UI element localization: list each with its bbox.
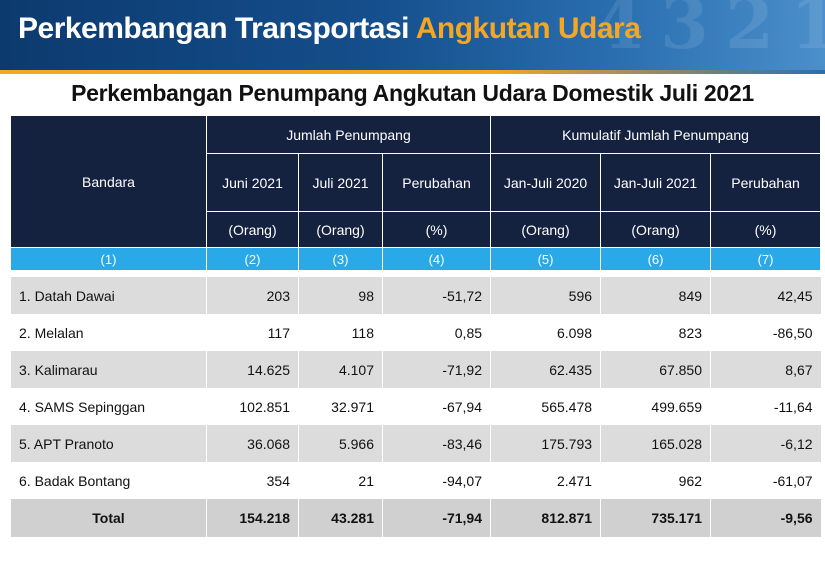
passenger-table: Bandara Jumlah Penumpang Kumulatif Jumla… (9, 115, 822, 537)
cell: -11,64 (710, 388, 821, 425)
airport-name: 4. SAMS Sepinggan (10, 388, 207, 425)
cell: 6.098 (490, 314, 601, 351)
cell: 102.851 (206, 388, 299, 425)
header-unit: (Orang) (490, 211, 602, 248)
header-unit: (Orang) (600, 211, 712, 248)
cell: 118 (298, 314, 383, 351)
header-unit: (Orang) (298, 211, 383, 248)
column-number: (7) (710, 247, 822, 271)
cell: 62.435 (490, 351, 601, 388)
cell: 175.793 (490, 425, 601, 462)
cell: -83,46 (381, 425, 491, 462)
cell: 499.659 (600, 388, 711, 425)
total-cell: 735.171 (600, 499, 711, 537)
banner-divider (0, 70, 825, 74)
cell: 565.478 (490, 388, 601, 425)
total-cell: 43.281 (298, 499, 383, 537)
column-number: (2) (206, 247, 299, 271)
cell: 8,67 (710, 351, 821, 388)
airport-name: 1. Datah Dawai (10, 277, 207, 314)
cell: -61,07 (710, 462, 821, 499)
header-unit: (%) (381, 211, 492, 248)
cell: 42,45 (710, 277, 821, 314)
cell: 32.971 (298, 388, 383, 425)
cell: 165.028 (600, 425, 711, 462)
total-row: Total 154.218 43.281 -71,94 812.871 735.… (10, 499, 821, 537)
airport-name: 5. APT Pranoto (10, 425, 207, 462)
cell: -6,12 (710, 425, 821, 462)
column-number: (6) (600, 247, 712, 271)
cell: 21 (298, 462, 383, 499)
table-title: Perkembangan Penumpang Angkutan Udara Do… (71, 80, 754, 106)
table-row: 4. SAMS Sepinggan 102.851 32.971 -67,94 … (10, 388, 821, 425)
column-number: (5) (490, 247, 602, 271)
cell: 203 (206, 277, 299, 314)
total-cell: 154.218 (206, 499, 299, 537)
cell: 354 (206, 462, 299, 499)
cell: 596 (490, 277, 601, 314)
header-unit: (Orang) (206, 211, 299, 248)
header-col: Juli 2021 (298, 153, 383, 212)
cell: 0,85 (381, 314, 491, 351)
cell: -86,50 (710, 314, 821, 351)
cell: 849 (600, 277, 711, 314)
airport-name: 6. Badak Bontang (10, 462, 207, 499)
banner-title: Perkembangan Transportasi Angkutan Udara (18, 12, 641, 46)
table-row: 6. Badak Bontang 354 21 -94,07 2.471 962… (10, 462, 821, 499)
column-number: (3) (298, 247, 383, 271)
header-group-kumulatif: Kumulatif Jumlah Penumpang (490, 115, 822, 154)
header-bandara: Bandara (10, 115, 207, 248)
header-col: Jan-Juli 2021 (600, 153, 712, 212)
cell: 14.625 (206, 351, 299, 388)
total-cell: 812.871 (490, 499, 601, 537)
header-col: Juni 2021 (206, 153, 299, 212)
cell: 36.068 (206, 425, 299, 462)
cell: 962 (600, 462, 711, 499)
airport-name: 2. Melalan (10, 314, 207, 351)
header-unit: (%) (710, 211, 822, 248)
total-label: Total (10, 499, 207, 537)
cell: 823 (600, 314, 711, 351)
cell: 5.966 (298, 425, 383, 462)
cell: -71,92 (381, 351, 491, 388)
cell: 98 (298, 277, 383, 314)
column-number: (1) (10, 247, 207, 271)
banner-title-part1: Perkembangan Transportasi (18, 12, 409, 45)
table-row: 5. APT Pranoto 36.068 5.966 -83,46 175.7… (10, 425, 821, 462)
cell: 2.471 (490, 462, 601, 499)
cell: 67.850 (600, 351, 711, 388)
total-cell: -71,94 (381, 499, 491, 537)
header-group-jumlah: Jumlah Penumpang (205, 115, 492, 154)
cell: 117 (206, 314, 299, 351)
cell: 4.107 (298, 351, 383, 388)
banner-decoration: 4 3 2 1 (595, 0, 825, 65)
header-col: Perubahan (710, 153, 822, 212)
column-number: (4) (381, 247, 492, 271)
total-cell: -9,56 (710, 499, 821, 537)
airport-name: 3. Kalimarau (10, 351, 207, 388)
table-row: 1. Datah Dawai 203 98 -51,72 596 849 42,… (10, 277, 821, 314)
header-col: Jan-Juli 2020 (490, 153, 602, 212)
cell: -51,72 (381, 277, 491, 314)
header-col: Perubahan (381, 153, 492, 212)
cell: -94,07 (381, 462, 491, 499)
table-row: 2. Melalan 117 118 0,85 6.098 823 -86,50 (10, 314, 821, 351)
banner-title-part2: Angkutan Udara (415, 12, 641, 45)
banner: 4 3 2 1 Perkembangan Transportasi Angkut… (0, 0, 825, 70)
table-row: 3. Kalimarau 14.625 4.107 -71,92 62.435 … (10, 351, 821, 388)
cell: -67,94 (381, 388, 491, 425)
